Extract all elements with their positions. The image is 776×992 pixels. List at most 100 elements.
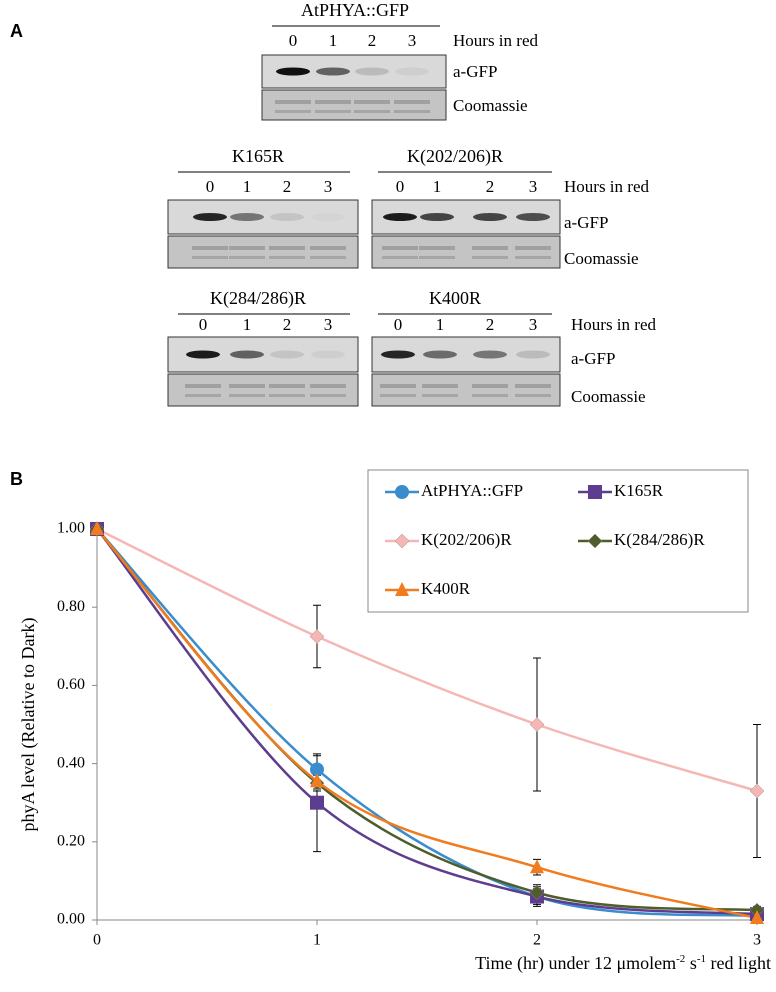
band xyxy=(423,350,457,359)
lane-label: 2 xyxy=(368,31,377,50)
row-label: Coomassie xyxy=(453,96,528,115)
y-tick-label: 0.80 xyxy=(57,598,85,615)
x-axis-label-part: red light xyxy=(706,953,771,973)
x-tick-label: 3 xyxy=(753,932,761,949)
gel-band xyxy=(472,394,508,397)
gel-band xyxy=(185,384,221,388)
legend-label: K(284/286)R xyxy=(614,530,705,549)
band xyxy=(383,213,417,221)
gel-band xyxy=(310,246,346,250)
band xyxy=(355,67,389,76)
series-line xyxy=(96,528,758,920)
marker xyxy=(749,783,765,799)
legend-label: K165R xyxy=(614,481,664,500)
lane-label: 1 xyxy=(329,31,338,50)
lane-label: 2 xyxy=(486,315,495,334)
band xyxy=(230,350,264,359)
gel-band xyxy=(229,384,265,388)
lane-label: 0 xyxy=(199,315,208,334)
band xyxy=(420,213,454,221)
gel-band xyxy=(382,246,418,250)
gel-band xyxy=(229,394,265,397)
band xyxy=(276,67,310,76)
x-tick-label: 2 xyxy=(533,932,541,949)
row-label: a-GFP xyxy=(571,349,615,368)
lane-label: 0 xyxy=(206,177,215,196)
gel-band xyxy=(192,256,228,259)
x-axis-label-part: -2 xyxy=(676,953,685,965)
gel-band xyxy=(472,256,508,259)
band xyxy=(395,67,429,76)
gel-band xyxy=(380,394,416,397)
marker xyxy=(310,795,324,810)
gel-band xyxy=(354,100,390,104)
marker xyxy=(750,910,764,925)
marker xyxy=(529,885,545,900)
band xyxy=(473,350,507,359)
y-tick-label: 0.20 xyxy=(57,832,85,849)
series-line xyxy=(96,527,758,793)
gel-band xyxy=(229,256,265,259)
gel-band xyxy=(380,384,416,388)
gel-band xyxy=(419,246,455,250)
band xyxy=(316,67,350,76)
coomassie-gel xyxy=(371,235,561,269)
blot-title: K(202/206)R xyxy=(407,146,503,167)
gel-band xyxy=(422,394,458,397)
marker xyxy=(395,582,409,596)
legend-label: K(202/206)R xyxy=(421,530,512,549)
legend-label: K400R xyxy=(421,579,471,598)
band xyxy=(186,350,220,359)
gel-band xyxy=(269,394,305,397)
marker xyxy=(310,773,324,788)
gel-band xyxy=(422,384,458,388)
row-label: Hours in red xyxy=(571,315,656,334)
lane-label: 3 xyxy=(529,315,538,334)
gel-band xyxy=(419,256,455,259)
y-tick-label: 0.00 xyxy=(57,911,85,928)
gel-band xyxy=(515,384,551,388)
blot-title: AtPHYA::GFP xyxy=(301,0,409,20)
marker xyxy=(309,629,325,644)
gel-band xyxy=(315,100,351,104)
x-tick-label: 1 xyxy=(313,932,321,949)
lane-label: 2 xyxy=(283,315,292,334)
lane-label: 2 xyxy=(283,177,292,196)
lane-label: 3 xyxy=(529,177,538,196)
series-line xyxy=(96,528,758,916)
panel-label: A xyxy=(10,21,23,41)
band xyxy=(311,213,345,221)
x-axis-label-part: Time (hr) under 12 μmolem xyxy=(475,953,676,974)
row-label: Hours in red xyxy=(564,177,649,196)
band xyxy=(270,350,304,359)
band xyxy=(381,350,415,359)
gel-band xyxy=(310,384,346,388)
y-tick-label: 0.40 xyxy=(57,754,85,771)
gel-band xyxy=(229,246,265,250)
coomassie-gel xyxy=(371,373,561,407)
gel-band xyxy=(275,100,311,104)
coomassie-gel xyxy=(167,235,359,269)
gel-band xyxy=(394,110,430,113)
x-tick-label: 0 xyxy=(93,932,101,949)
panel-label: B xyxy=(10,469,23,489)
band xyxy=(193,213,227,221)
blot-title: K165R xyxy=(232,146,284,166)
gel-band xyxy=(275,110,311,113)
lane-label: 0 xyxy=(396,177,405,196)
lane-label: 1 xyxy=(243,177,252,196)
band xyxy=(230,213,264,221)
gel-band xyxy=(394,100,430,104)
gel-band xyxy=(515,246,551,250)
gel-band xyxy=(185,394,221,397)
x-axis-label-part: s xyxy=(685,953,697,973)
gel-band xyxy=(472,246,508,250)
series-line xyxy=(96,528,758,918)
gel-band xyxy=(472,384,508,388)
row-label: a-GFP xyxy=(564,213,608,232)
row-label: a-GFP xyxy=(453,62,497,81)
lane-label: 0 xyxy=(394,315,403,334)
gel-band xyxy=(269,256,305,259)
marker xyxy=(588,485,602,499)
